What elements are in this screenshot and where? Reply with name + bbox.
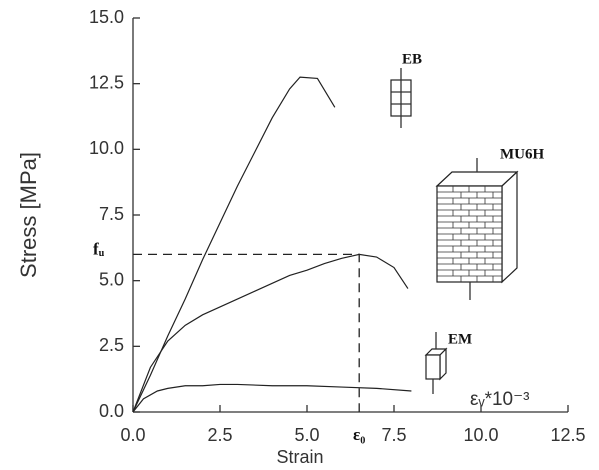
curve-label: MU6H (500, 146, 544, 162)
y-tick-label: 5.0 (99, 269, 124, 289)
y-tick-label: 0.0 (99, 401, 124, 421)
x-tick-label: 10.0 (463, 425, 498, 445)
x-axis-title: Strain (276, 447, 323, 467)
eb-specimen (390, 68, 412, 128)
peak-strain-label: ε₀ (353, 425, 365, 444)
x-tick-label: 7.5 (381, 425, 406, 445)
y-tick-label: 10.0 (89, 138, 124, 158)
x-tick-label: 12.5 (550, 425, 585, 445)
stress-strain-curve (132, 383, 412, 413)
x-tick-label: 2.5 (207, 425, 232, 445)
y-tick-label: 7.5 (99, 204, 124, 224)
curve-label: EM (448, 331, 472, 347)
x-tick-label: 5.0 (294, 425, 319, 445)
y-tick-label: 12.5 (89, 72, 124, 92)
em-specimen (424, 332, 448, 394)
unit-note: εᵥ*10⁻³ (470, 389, 529, 410)
curve-label: EB (402, 51, 422, 67)
y-tick-label: 2.5 (99, 335, 124, 355)
y-axis-title: Stress [MPa] (16, 152, 41, 278)
peak-stress-label: fᵤ (93, 239, 105, 258)
stress-strain-curve (132, 76, 336, 413)
stress-strain-curve (132, 253, 409, 413)
mu6h-specimen (435, 158, 519, 300)
y-tick-label: 15.0 (89, 7, 124, 27)
peak-guide (133, 253, 360, 412)
x-tick-label: 0.0 (120, 425, 145, 445)
